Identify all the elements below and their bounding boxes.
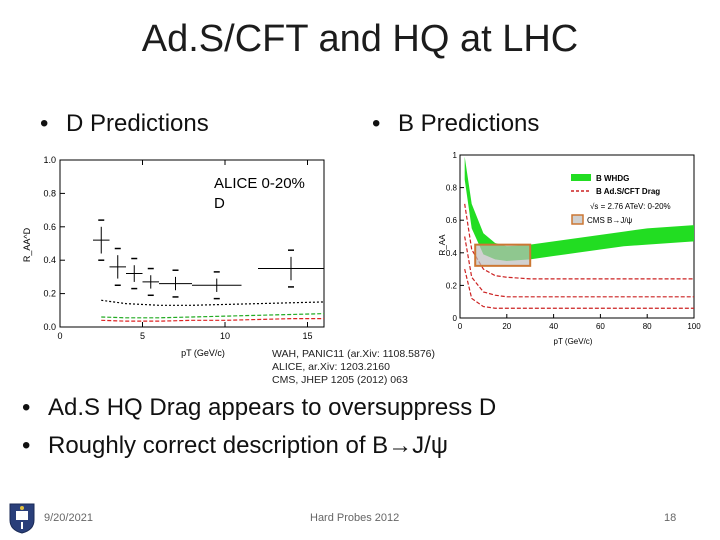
- bullet-char: •: [40, 110, 49, 137]
- page-number: 18: [664, 512, 677, 524]
- x-tick-label: 15: [302, 331, 312, 341]
- y-tick-label: 0.2: [446, 281, 458, 290]
- x-tick-label: 60: [596, 322, 605, 331]
- university-crest-icon: [9, 503, 35, 534]
- x-tick-label: 0: [458, 322, 463, 331]
- bullet-text: B Predictions: [398, 110, 540, 137]
- y-tick-label: 0.4: [43, 255, 56, 265]
- b-predictions-chart: 0 0.2 0.4 0.6 0.8 1 0 20 40 60 80 100 R_AA pT (GeV…: [438, 150, 708, 350]
- data-point: [109, 247, 126, 286]
- legend-drag: B Ad.S/CFT Drag: [596, 187, 660, 196]
- y-tick-label: 1: [453, 151, 458, 160]
- bullet-d-predictions: • D Predictions: [40, 110, 209, 138]
- legend-energy: √s = 2.76 ATeV: 0-20%: [590, 202, 671, 211]
- model-curve-red-dashed: [101, 318, 324, 322]
- y-tick-label: 0.8: [43, 188, 56, 198]
- alice-annotation: ALICE 0-20% D: [212, 174, 307, 214]
- references: WAH, PANIC11 (ar.Xiv: 1108.5876) ALICE, …: [272, 348, 435, 387]
- drag-curve: [464, 236, 694, 298]
- bullet-text: D Predictions: [66, 110, 209, 137]
- bullet-char: •: [22, 432, 31, 459]
- data-point: [126, 257, 143, 290]
- reference-2: ALICE, ar.Xiv: 1203.2160: [272, 361, 390, 373]
- y-tick-label: 0.2: [43, 289, 56, 299]
- plot-frame: [59, 159, 325, 328]
- x-tick-label: 5: [140, 331, 145, 341]
- annotation-line-1: ALICE 0-20%: [214, 175, 305, 192]
- y-tick-label: 0: [453, 314, 458, 323]
- x-axis-label: pT (GeV/c): [554, 337, 593, 346]
- y-tick-label: 0.6: [446, 216, 458, 225]
- x-tick-label: 20: [502, 322, 511, 331]
- reference-1: WAH, PANIC11 (ar.Xiv: 1108.5876): [272, 348, 436, 360]
- x-tick-label: 40: [549, 322, 558, 331]
- footer-conference: Hard Probes 2012: [310, 512, 400, 524]
- y-tick-label: 0.0: [43, 322, 56, 332]
- bullet-b-predictions: • B Predictions: [372, 110, 539, 138]
- reference-3: CMS, JHEP 1205 (2012) 063: [272, 374, 408, 386]
- x-tick-label: 100: [687, 322, 701, 331]
- data-point: [192, 271, 242, 300]
- whdg-band: [464, 156, 694, 261]
- x-tick-label: 0: [57, 331, 62, 341]
- y-axis-label: R_AA^D: [22, 227, 32, 262]
- annotation-line-2: D: [214, 195, 225, 212]
- legend-swatch-cms: [571, 214, 584, 225]
- footer-date: 9/20/2021: [44, 512, 93, 524]
- bullet-char: •: [22, 394, 31, 421]
- x-tick-label: 80: [643, 322, 652, 331]
- cms-data-box: [474, 243, 532, 267]
- data-point: [93, 219, 110, 261]
- model-curve-green-dashed: [101, 313, 325, 319]
- bullet-text: Ad.S HQ Drag appears to oversuppress D: [48, 394, 497, 421]
- bullet-b-jpsi: • Roughly correct description of B→J/ψ: [22, 432, 448, 460]
- data-point: [258, 249, 324, 288]
- data-point: [142, 267, 159, 297]
- bullet-char: •: [372, 110, 381, 137]
- bullet-text: Roughly correct description of B→J/ψ: [48, 432, 448, 459]
- bullet-drag-oversuppress: • Ad.S HQ Drag appears to oversuppress D: [22, 394, 496, 422]
- legend-cms: CMS B→J/ψ: [587, 216, 633, 225]
- drag-curve: [464, 268, 694, 309]
- x-axis-label: pT (GeV/c): [181, 348, 225, 358]
- model-curve-black-dotted: [101, 299, 325, 306]
- y-tick-label: 1.0: [43, 155, 56, 165]
- x-tick-label: 10: [220, 331, 230, 341]
- legend-whdg: B WHDG: [596, 174, 629, 183]
- legend: B WHDG B Ad.S/CFT Drag √s = 2.76 ATeV: 0…: [571, 174, 671, 225]
- data-point: [159, 269, 192, 298]
- y-tick-label: 0.6: [43, 222, 56, 232]
- y-tick-label: 0.4: [446, 249, 458, 258]
- y-tick-label: 0.8: [446, 184, 458, 193]
- y-axis-label: R_AA: [438, 234, 447, 256]
- legend-swatch-whdg: [571, 174, 591, 181]
- slide-title: Ad.S/CFT and HQ at LHC: [141, 18, 579, 60]
